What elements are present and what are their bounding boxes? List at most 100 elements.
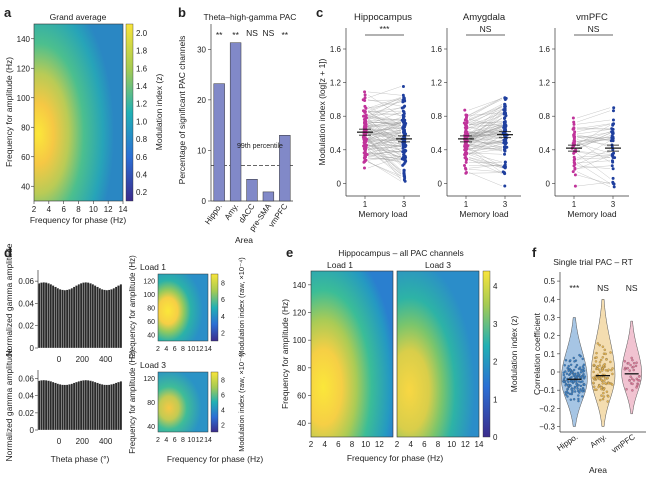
c-pair-line <box>367 117 402 122</box>
c-pair-line <box>468 123 503 129</box>
c-pair-line <box>367 160 402 182</box>
c-pair-line <box>576 155 611 170</box>
f-point <box>629 363 632 367</box>
f-violin <box>590 299 616 427</box>
f-point <box>595 351 598 355</box>
e-heatmaps <box>310 270 491 438</box>
c-point-load1 <box>463 166 467 170</box>
d-x-tick-label: 0 <box>57 355 62 364</box>
c-pair-line <box>367 86 402 98</box>
c-y-tick-label: 0.8 <box>330 112 342 121</box>
c-y-tick-label: 1.6 <box>539 45 551 54</box>
f-point <box>583 375 587 378</box>
b-significance-label: NS <box>246 28 258 38</box>
f-point <box>635 386 638 389</box>
c-x-tick-label: 3 <box>611 200 616 209</box>
c-point-load3 <box>502 121 506 125</box>
d-hm-xlabel: Frequency for phase (Hz) <box>167 454 264 464</box>
d-histogram-bar <box>65 384 69 431</box>
e-y-tick-label: 40 <box>297 419 306 428</box>
c-point-load1 <box>363 159 367 163</box>
f-point <box>632 379 636 382</box>
b-y-tick-label: 20 <box>197 96 206 105</box>
f-xlabel: Area <box>589 465 607 475</box>
c-point-load3 <box>611 138 615 142</box>
c-point-load3 <box>503 163 507 167</box>
f-ylabel: Correlation coefficient <box>532 312 542 395</box>
c-subplot-title: vmPFC <box>576 12 608 23</box>
c-pair-lines <box>576 107 611 188</box>
c-pair-line <box>576 136 611 138</box>
c-pair-line <box>576 136 611 142</box>
c-point-load3 <box>611 135 615 139</box>
c-pair-line <box>367 107 402 120</box>
c-pair-line <box>468 130 503 141</box>
f-point <box>598 361 602 364</box>
d-histogram-bar <box>54 382 57 431</box>
d-cb-label-bottom: Modulation index (raw, ×10⁻⁴) <box>237 352 246 452</box>
a-x-ticks: 2 4 6 8 10 12 14 <box>32 201 128 214</box>
c-point-load3 <box>503 149 507 153</box>
a-colorbar-ticks: 0.2 0.4 0.6 0.8 1.0 1.2 1.4 1.6 1.8 2.0 <box>136 29 148 197</box>
c-point-load3 <box>402 98 406 102</box>
c-point-load1 <box>364 113 368 117</box>
f-point <box>593 388 597 391</box>
d-histogram-bar <box>117 381 120 431</box>
f-point <box>599 398 602 402</box>
b-significance-label: ** <box>281 30 288 40</box>
f-point <box>564 370 567 373</box>
c-pair-line <box>468 140 503 150</box>
c-x-axis-label: Memory load <box>459 209 508 219</box>
c-pair-line <box>468 135 503 155</box>
c-pair-line <box>367 144 402 154</box>
f-point <box>598 370 602 374</box>
c-pair-line <box>468 169 503 173</box>
e-y-tick-label: 120 <box>293 309 307 318</box>
f-point <box>631 389 634 392</box>
c-pair-line <box>468 112 503 126</box>
d-heatmaps: Load 1 Load 3 <box>140 262 219 433</box>
f-point <box>577 380 581 383</box>
d-cb-tick-label: 8 <box>221 378 225 385</box>
f-point <box>574 365 578 369</box>
c-point-load1 <box>364 147 368 151</box>
d-histogram-bar <box>112 383 116 431</box>
c-point-load1 <box>464 158 468 162</box>
f-point <box>605 358 608 361</box>
c-pair-line <box>468 142 503 143</box>
b-y-tick-label: 10 <box>197 146 206 155</box>
d-hm-ylabel-top: Frequency for amplitude (Hz) <box>128 255 137 359</box>
f-point <box>577 394 580 397</box>
d-xlabel: Theta phase (°) <box>51 454 110 464</box>
f-point <box>562 380 566 384</box>
c-y-tick-label: 1.2 <box>431 79 443 88</box>
c-point-load1 <box>463 164 467 168</box>
f-point <box>572 368 576 372</box>
f-point <box>598 343 601 347</box>
c-point-load1 <box>571 116 575 120</box>
f-point <box>606 400 609 403</box>
c-pair-line <box>367 144 402 158</box>
d-hm-x-tick-label: 2 <box>156 346 160 353</box>
a-colorbar-tick-label: 1.4 <box>136 82 148 91</box>
c-pair-line <box>468 153 503 163</box>
b-ylabel: Percentage of significant PAC channels <box>177 36 187 185</box>
c-point-load1 <box>572 120 576 124</box>
c-pair-line <box>468 113 503 140</box>
c-point-load1 <box>363 156 367 160</box>
c-point-load3 <box>611 182 615 186</box>
d-histogram-bar <box>86 282 90 349</box>
c-point-load1 <box>572 122 576 126</box>
e-subtitle-load3: Load 3 <box>425 260 451 270</box>
d-histogram-bar <box>114 382 118 431</box>
c-point-load1 <box>573 167 577 171</box>
c-point-load3 <box>611 118 615 122</box>
d-load3-title: Load 3 <box>140 360 166 370</box>
d-histogram-bar <box>54 286 57 349</box>
d-hm-y-tick-label: 80 <box>147 400 155 407</box>
f-point <box>564 359 568 362</box>
f-point <box>573 390 577 393</box>
